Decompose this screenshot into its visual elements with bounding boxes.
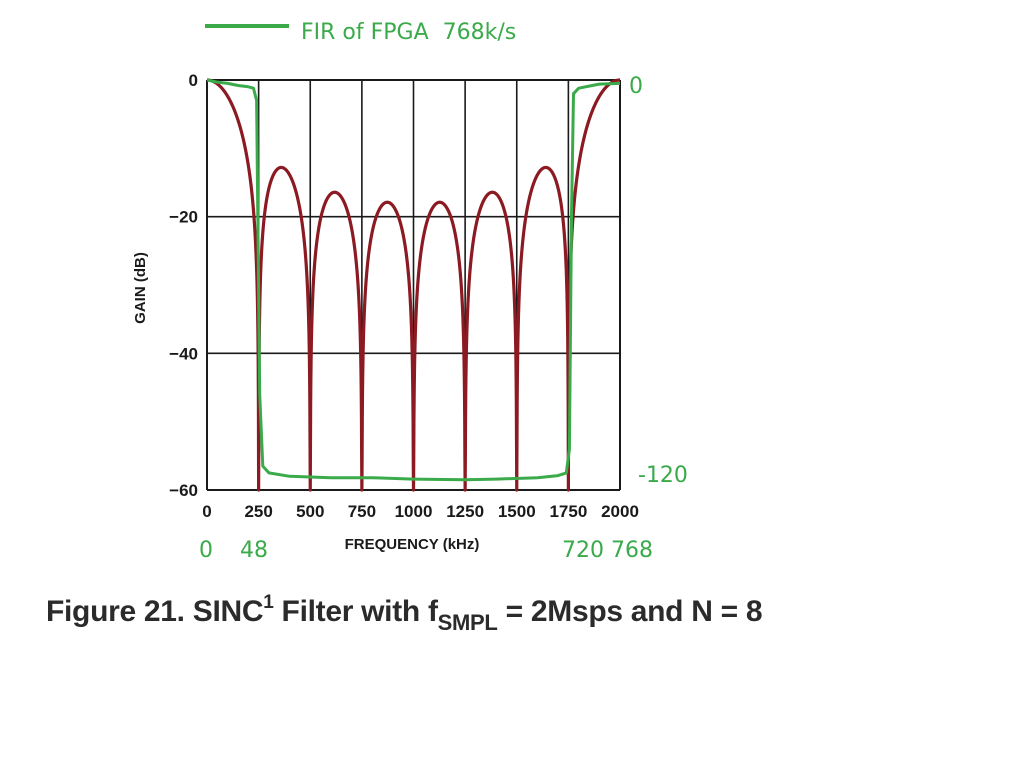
annotation-freq-48: 48 xyxy=(240,538,268,563)
caption-prefix: Figure 21. SINC xyxy=(46,595,264,628)
x-tick-label: 750 xyxy=(348,502,376,521)
annotation-freq-720-768: 720 768 xyxy=(562,538,653,563)
x-tick-label: 1000 xyxy=(395,502,433,521)
x-tick-label: 1250 xyxy=(446,502,484,521)
x-tick-label: 1500 xyxy=(498,502,536,521)
annotation-freq-0: 0 xyxy=(199,538,213,563)
y-axis-label: GAIN (dB) xyxy=(132,252,149,324)
legend-label-fir: FIR of FPGA 768k/s xyxy=(301,20,516,45)
y-tick-label: −60 xyxy=(169,481,198,500)
annotation-gain-bottom: -120 xyxy=(638,463,688,488)
x-tick-label: 250 xyxy=(244,502,272,521)
y-tick-labels: 0 −20 −40 −60 xyxy=(169,71,198,500)
x-tick-label: 2000 xyxy=(601,502,639,521)
y-tick-label: 0 xyxy=(189,71,198,90)
x-tick-label: 0 xyxy=(202,502,211,521)
series-line-sinc xyxy=(205,78,622,492)
x-axis-label: FREQUENCY (kHz) xyxy=(345,536,480,553)
x-tick-label: 500 xyxy=(296,502,324,521)
caption-suffix: = 2Msps and N = 8 xyxy=(497,595,763,628)
caption-mid: Filter with f xyxy=(273,595,438,628)
figure-caption: Figure 21. SINC1 Filter with fSMPL = 2Ms… xyxy=(46,592,763,636)
x-tick-labels: 0 250 500 750 1000 1250 1500 1750 2000 xyxy=(202,502,639,521)
x-tick-label: 1750 xyxy=(549,502,587,521)
series-line-fir xyxy=(206,78,621,482)
caption-sup: 1 xyxy=(263,592,274,613)
caption-sub: SMPL xyxy=(437,610,498,635)
y-tick-label: −40 xyxy=(169,344,198,363)
annotation-gain-top: 0 xyxy=(629,74,643,99)
y-tick-label: −20 xyxy=(169,208,198,227)
series-layer xyxy=(205,78,622,492)
